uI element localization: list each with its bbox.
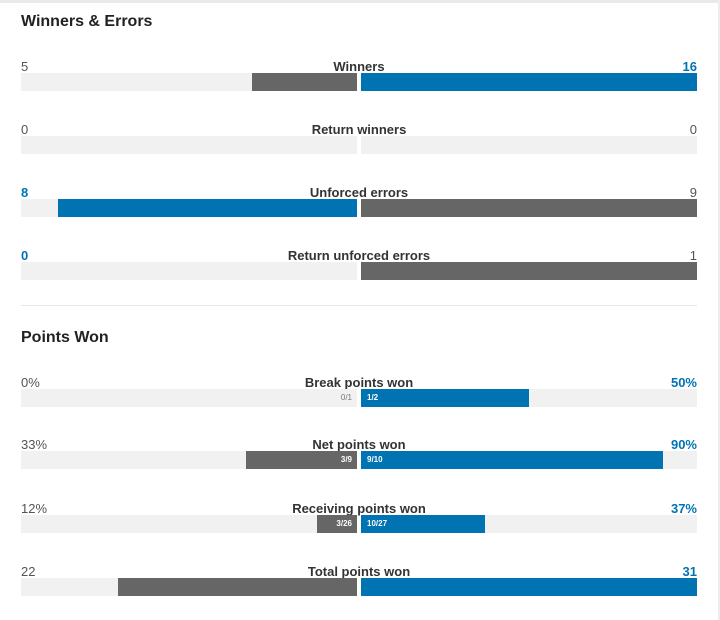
player2-value: 0 (689, 122, 697, 137)
player1-fraction: 3/26 (336, 519, 352, 528)
player2-value: 31 (682, 564, 697, 579)
player1-bar-track (21, 578, 357, 596)
section-title-points-won: Points Won (21, 329, 109, 346)
player1-bar-track: 3/26 (21, 515, 357, 533)
player1-value: 8 (21, 185, 29, 200)
section-title-winners-errors: Winners & Errors (21, 13, 153, 30)
player1-bar-fill (316, 515, 357, 533)
player1-bar-track (21, 199, 357, 217)
player1-bar-fill (246, 451, 357, 469)
player2-value: 9 (689, 185, 697, 200)
player2-bar-track (361, 73, 697, 91)
player1-value: 0 (21, 122, 29, 137)
player2-fraction: 9/10 (367, 455, 383, 464)
player1-bar-track (21, 262, 357, 280)
player1-fraction: 3/9 (340, 455, 352, 464)
player2-fraction: 1/2 (367, 393, 379, 402)
player2-bar-track: 1/2 (361, 389, 697, 407)
player2-value: 1 (689, 248, 697, 263)
stat-return-winners: 0 Return winners 0 (21, 122, 697, 162)
player2-value: 50% (670, 375, 697, 390)
player1-bar-track (21, 73, 357, 91)
player1-value: 5 (21, 59, 29, 74)
stat-net-points-won: 33% Net points won 90% 3/9 9/10 (21, 437, 697, 477)
player1-bar-track: 0/1 (21, 389, 357, 407)
player1-bar-fill (252, 73, 357, 91)
player1-bar-track: 3/9 (21, 451, 357, 469)
player1-bar-track (21, 136, 357, 154)
stat-total-points-won: 22 Total points won 31 (21, 564, 697, 604)
player2-bar-fill (361, 515, 486, 533)
top-border (0, 0, 720, 3)
player1-fraction: 0/1 (340, 393, 352, 402)
section-divider (21, 305, 697, 306)
player2-bar-track (361, 578, 697, 596)
player1-bar-fill (118, 578, 357, 596)
player2-bar-fill (361, 389, 529, 407)
player2-value: 16 (682, 59, 697, 74)
player2-bar-track (361, 136, 697, 154)
player1-value: 0 (21, 248, 29, 263)
player2-value: 37% (670, 501, 697, 516)
stat-receiving-points-won: 12% Receiving points won 37% 3/26 10/27 (21, 501, 697, 541)
stat-winners: 5 Winners 16 (21, 59, 697, 99)
player2-fraction: 10/27 (367, 519, 388, 528)
player2-bar-track: 10/27 (361, 515, 697, 533)
player1-bar-fill (58, 199, 357, 217)
player2-bar-fill (361, 199, 697, 217)
player1-value: 0% (21, 375, 40, 390)
player2-value: 90% (670, 437, 697, 452)
player1-value: 12% (21, 501, 48, 516)
player2-bar-fill (361, 451, 664, 469)
player2-bar-fill (361, 73, 697, 91)
player2-bar-track (361, 262, 697, 280)
player2-bar-fill (361, 578, 697, 596)
player2-bar-fill (361, 262, 697, 280)
stat-break-points-won: 0% Break points won 50% 0/1 1/2 (21, 375, 697, 415)
stat-return-unforced-errors: 0 Return unforced errors 1 (21, 248, 697, 288)
player1-value: 33% (21, 437, 48, 452)
right-border (718, 0, 720, 620)
player2-bar-track (361, 199, 697, 217)
stat-unforced-errors: 8 Unforced errors 9 (21, 185, 697, 225)
player1-value: 22 (21, 564, 36, 579)
player2-bar-track: 9/10 (361, 451, 697, 469)
